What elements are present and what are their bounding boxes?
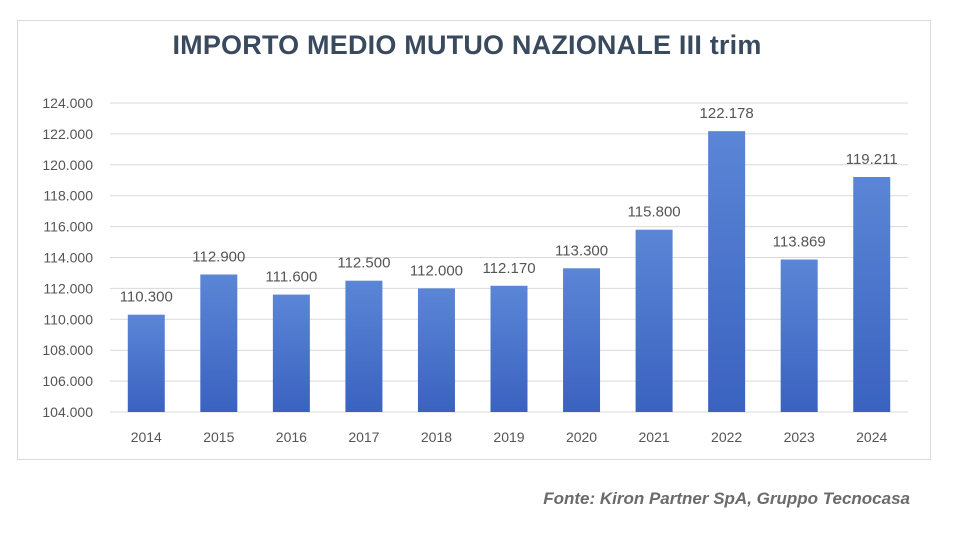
x-tick-label-2020: 2020 bbox=[566, 429, 597, 445]
data-label-2022: 122.178 bbox=[700, 105, 754, 122]
x-tick-label-2017: 2017 bbox=[348, 429, 379, 445]
y-tick-label: 106.000 bbox=[42, 373, 93, 389]
data-label-2017: 112.500 bbox=[337, 255, 390, 272]
y-tick-label: 120.000 bbox=[42, 157, 93, 173]
bar-2016 bbox=[272, 294, 310, 412]
x-tick-label-2016: 2016 bbox=[276, 429, 307, 445]
data-label-2014: 110.300 bbox=[120, 289, 173, 306]
bar-2023 bbox=[780, 259, 818, 412]
y-tick-label: 104.000 bbox=[42, 404, 93, 420]
y-tick-label: 124.000 bbox=[42, 95, 93, 111]
bar-2019 bbox=[490, 285, 528, 412]
data-label-2021: 115.800 bbox=[628, 204, 681, 221]
x-tick-label-2015: 2015 bbox=[203, 429, 234, 445]
bar-2018 bbox=[417, 288, 455, 412]
x-tick-label-2022: 2022 bbox=[711, 429, 742, 445]
x-tick-label-2021: 2021 bbox=[639, 429, 670, 445]
source-note: Fonte: Kiron Partner SpA, Gruppo Tecnoca… bbox=[543, 489, 910, 508]
bar-2021 bbox=[635, 229, 673, 412]
bar-2024 bbox=[853, 176, 891, 412]
x-tick-label-2019: 2019 bbox=[493, 429, 524, 445]
data-label-2023: 113.869 bbox=[773, 234, 826, 251]
data-label-2015: 112.900 bbox=[192, 248, 245, 265]
bar-2014 bbox=[127, 314, 165, 412]
y-tick-label: 114.000 bbox=[43, 250, 93, 266]
bar-2015 bbox=[200, 274, 238, 412]
y-tick-label: 122.000 bbox=[42, 126, 93, 142]
x-tick-label-2018: 2018 bbox=[421, 429, 452, 445]
y-tick-label: 108.000 bbox=[42, 342, 93, 358]
data-label-2016: 111.600 bbox=[265, 269, 317, 286]
data-label-2018: 112.000 bbox=[410, 262, 463, 279]
y-tick-label: 118.000 bbox=[43, 188, 93, 204]
data-label-2019: 112.170 bbox=[482, 260, 535, 277]
x-tick-label-2014: 2014 bbox=[131, 429, 162, 445]
chart-frame bbox=[17, 20, 931, 460]
x-tick-label-2024: 2024 bbox=[856, 429, 887, 445]
data-label-2020: 113.300 bbox=[555, 242, 608, 259]
x-tick-label-2023: 2023 bbox=[784, 429, 815, 445]
y-tick-label: 112.000 bbox=[43, 280, 93, 296]
y-tick-label: 110.000 bbox=[43, 311, 93, 327]
y-tick-label: 116.000 bbox=[43, 219, 93, 235]
data-label-2024: 119.211 bbox=[846, 151, 898, 168]
chart-title: IMPORTO MEDIO MUTUO NAZIONALE III trim bbox=[172, 30, 762, 60]
bar-2017 bbox=[345, 280, 383, 412]
bar-2020 bbox=[563, 268, 601, 412]
bar-2022 bbox=[708, 131, 746, 412]
